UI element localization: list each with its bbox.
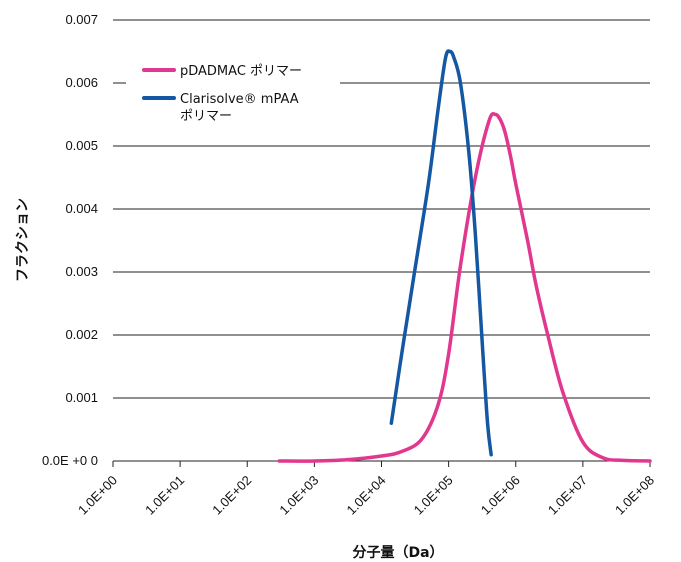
x-tick-label: 1.0E+00 [75, 473, 120, 518]
x-tick-label: 1.0E+01 [142, 473, 187, 518]
legend-label-series-1-line2: ポリマー [180, 109, 232, 124]
y-tick-label: 0.003 [65, 264, 98, 279]
x-tick-label: 1.0E+04 [344, 473, 389, 518]
x-axis-ticks: 1.0E+00 1.0E+01 1.0E+02 1.0E+03 1.0E+04 1.0E+… [75, 461, 657, 518]
y-tick-label: 0.002 [65, 327, 98, 342]
x-tick-label: 1.0E+08 [612, 473, 657, 518]
y-tick-label: 0.001 [65, 390, 98, 405]
legend-background [126, 54, 340, 132]
x-axis-label: 分子量（Da） [352, 545, 443, 561]
y-tick-label: 0.007 [65, 12, 98, 27]
series-lines [277, 49, 652, 463]
x-tick-label: 1.0E+02 [209, 473, 254, 518]
legend: pDADMAC ポリマー Clarisolve® mPAA ポリマー [126, 54, 340, 132]
legend-label-series-1-line1: Clarisolve® mPAA [180, 92, 299, 107]
y-tick-label: 0.006 [65, 75, 98, 90]
x-tick-label: 1.0E+07 [545, 473, 590, 518]
series-line-0 [277, 111, 652, 463]
legend-label-series-0: pDADMAC ポリマー [180, 64, 302, 79]
y-tick-label: 0.0E +0 0 [42, 453, 98, 468]
y-axis-label: フラクション [15, 198, 31, 282]
y-tick-label: 0.004 [65, 201, 98, 216]
x-tick-label: 1.0E+05 [411, 473, 456, 518]
legend-label-series-1: Clarisolve® mPAA ポリマー [180, 92, 303, 124]
y-tick-label: 0.005 [65, 138, 98, 153]
x-tick-label: 1.0E+03 [276, 473, 321, 518]
series-line-1 [389, 49, 493, 457]
x-tick-label: 1.0E+06 [478, 473, 523, 518]
y-axis-ticks: 0.0E +0 0 0.001 0.002 0.003 0.004 0.005 0.006 0… [42, 12, 98, 468]
